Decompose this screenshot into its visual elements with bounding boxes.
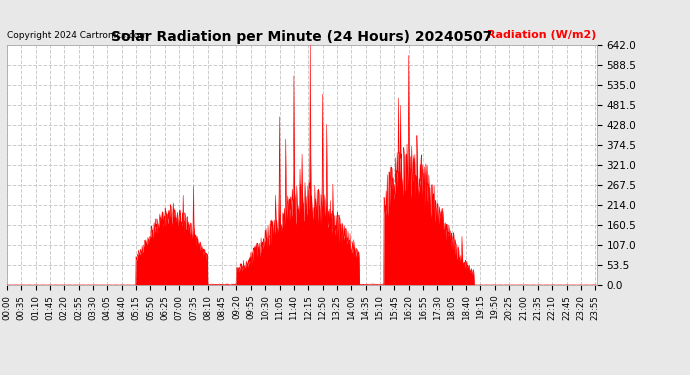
Title: Solar Radiation per Minute (24 Hours) 20240507: Solar Radiation per Minute (24 Hours) 20… xyxy=(111,30,493,44)
Text: Radiation (W/m2): Radiation (W/m2) xyxy=(487,30,597,40)
Text: Copyright 2024 Cartronics.com: Copyright 2024 Cartronics.com xyxy=(7,31,148,40)
